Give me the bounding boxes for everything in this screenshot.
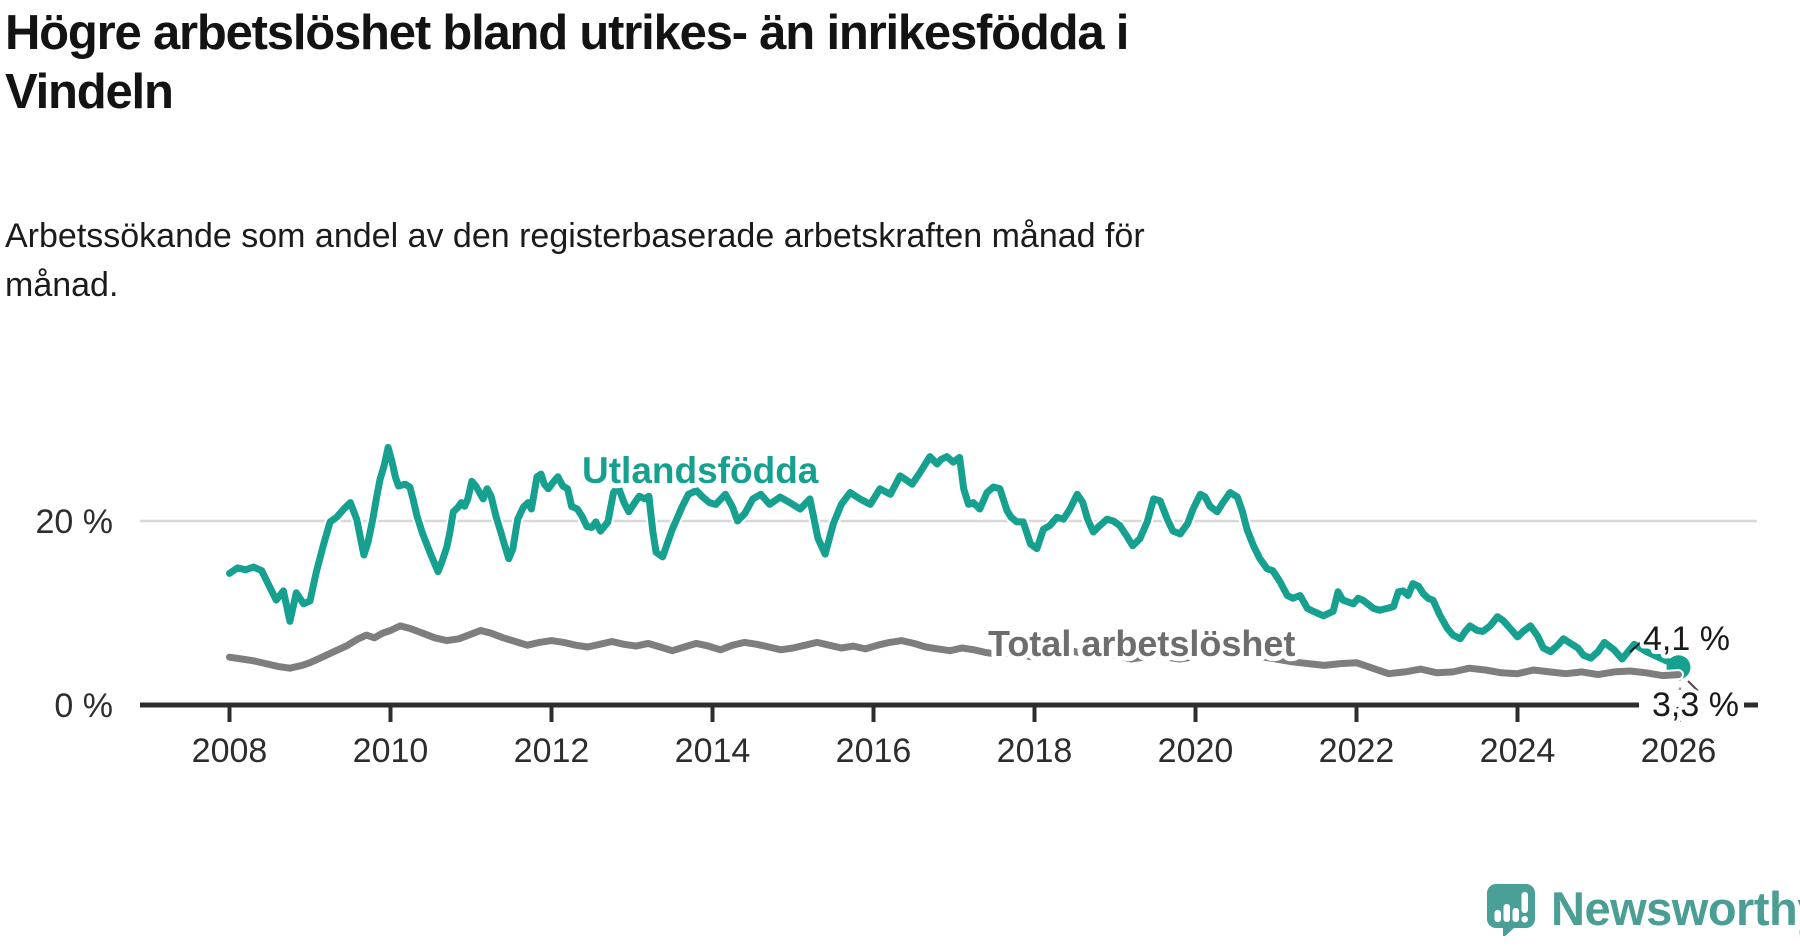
end-value-label-utlandsfodda: 4,1 % — [1643, 620, 1730, 658]
logo-bar-2 — [1503, 904, 1510, 922]
page-title: Högre arbetslöshet bland utrikes- än inr… — [5, 4, 1465, 122]
end-value-label-total: 3,3 % — [1652, 686, 1739, 724]
end-label-leader-total — [1687, 680, 1699, 692]
logo-bar-3 — [1512, 908, 1519, 922]
x-axis-ticks: 2008 2010 2012 2014 2016 2018 2020 2022 2024 2026 — [192, 707, 1717, 770]
y-tick-label-0: 0 % — [54, 687, 113, 725]
x-tick-label: 2022 — [1319, 732, 1395, 770]
logo-bar-1 — [1494, 910, 1501, 922]
newsworthy-logo-icon — [1487, 884, 1535, 936]
series-line-total — [226, 622, 1682, 680]
page-title-line1: Högre arbetslöshet bland utrikes- än inr… — [5, 6, 1129, 60]
logo-exclamation-dot — [1521, 916, 1528, 923]
page-subtitle-line1: Arbetssökande som andel av den registerb… — [5, 217, 1145, 255]
logo-exclamation-bar — [1521, 892, 1528, 913]
x-tick-label: 2016 — [836, 732, 912, 770]
x-tick-label: 2018 — [997, 732, 1073, 770]
x-tick-label: 2012 — [514, 732, 590, 770]
page-subtitle-line2: månad. — [5, 266, 119, 304]
newsworthy-logo: Newsworthy — [1484, 882, 1800, 936]
y-tick-label-20: 20 % — [36, 503, 114, 541]
page-title-line2: Vindeln — [5, 65, 174, 119]
series-label-total: Total arbetslöshet — [988, 623, 1295, 664]
series-layer — [224, 441, 1691, 682]
x-tick-label: 2010 — [353, 732, 429, 770]
x-tick-label: 2026 — [1641, 732, 1717, 770]
series-label-utlandsfodda: Utlandsfödda — [582, 450, 819, 491]
x-tick-label: 2008 — [192, 732, 268, 770]
x-tick-label: 2024 — [1480, 732, 1556, 770]
end-label-leader-utlandsfodda — [1629, 641, 1642, 653]
x-tick-label: 2020 — [1158, 732, 1234, 770]
newsworthy-wordmark: Newsworthy — [1551, 882, 1800, 935]
x-tick-label: 2014 — [675, 732, 751, 770]
series-line-utlandsfodda — [226, 443, 1682, 671]
page-subtitle: Arbetssökande som andel av den registerb… — [5, 212, 1505, 310]
